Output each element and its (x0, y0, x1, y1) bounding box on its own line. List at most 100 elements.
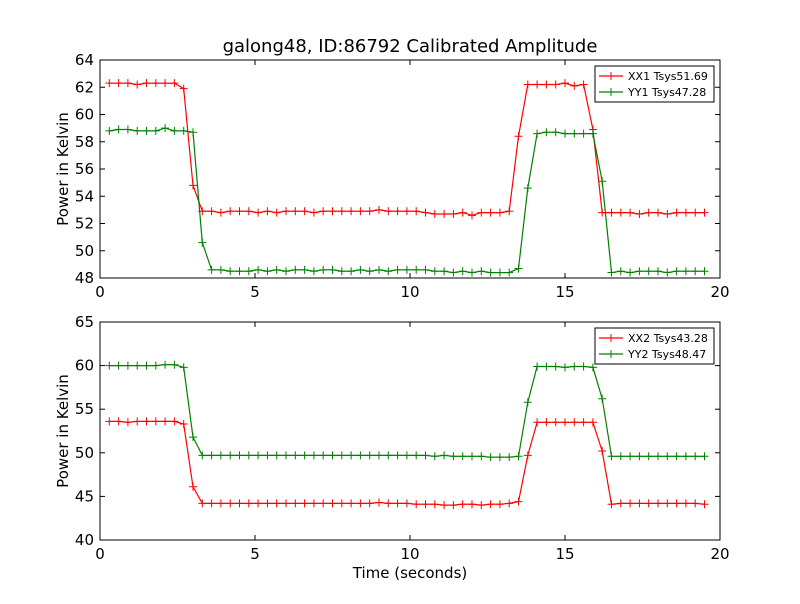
panel2-y-tick-label: 50 (75, 444, 94, 462)
panel2-data-point (421, 500, 430, 509)
panel2-data-point (337, 499, 346, 508)
panel2-data-point (700, 500, 709, 509)
panel1-data-point (672, 267, 681, 276)
panel2-data-point (644, 452, 653, 461)
x-axis-label: Time (seconds) (352, 564, 468, 582)
panel2-data-point (440, 451, 449, 460)
panel1-data-point (235, 267, 244, 276)
panel2-data-point (579, 362, 588, 371)
panel1-y-tick-label: 62 (75, 78, 94, 96)
panel1-data-point (319, 207, 328, 216)
panel1-data-point (402, 265, 411, 274)
panel1-data-point (607, 268, 616, 277)
panel2-data-point (691, 499, 700, 508)
panel2-data-point (179, 363, 188, 372)
panel2-data-point (430, 452, 439, 461)
panel2-data-point (282, 451, 290, 460)
panel2-data-point (486, 453, 495, 462)
panel2-data-point (551, 418, 560, 427)
panel1-data-point (412, 207, 421, 216)
panel1-data-point (254, 208, 263, 217)
panel2-data-point (654, 499, 662, 508)
panel1-data-point (309, 267, 318, 276)
panel1-y-axis-label: Power in Kelvin (54, 112, 72, 226)
panel1-series-2 (105, 124, 709, 277)
panel2-y-tick-label: 55 (75, 400, 94, 418)
panel2-y-axis-label: Power in Kelvin (54, 374, 72, 488)
panel1-data-point (309, 208, 318, 217)
panel2-data-point (133, 417, 142, 426)
panel2-data-point (412, 451, 421, 460)
panel1-data-point (458, 267, 467, 276)
panel1-data-point (170, 126, 179, 135)
panel2-data-point (179, 420, 188, 429)
panel2-x-tick-label: 20 (710, 545, 729, 563)
panel2-data-point (309, 451, 318, 460)
panel2-data-point (458, 500, 467, 509)
panel2-data-point (291, 451, 300, 460)
panel2-data-point (514, 497, 523, 506)
panel2-data-point (495, 500, 504, 509)
panel1-data-point (458, 208, 467, 217)
panel2-data-point (616, 499, 625, 508)
panel1-legend-box (594, 65, 715, 103)
panel2-data-point (681, 452, 690, 461)
panel1-data-point (114, 79, 123, 88)
panel1-data-point (170, 79, 179, 88)
panel1-data-point (486, 208, 495, 217)
panel1-data-point (449, 268, 458, 277)
panel2-data-point (635, 452, 644, 461)
panel2-data-point (216, 499, 225, 508)
panel1-data-point (616, 208, 625, 217)
panel2-data-point (505, 453, 514, 462)
panel1-data-point (477, 267, 486, 276)
panel2-data-point (291, 499, 300, 508)
panel2-x-tick-label: 5 (250, 545, 260, 563)
panel2-data-point (235, 451, 244, 460)
panel2-data-point (235, 499, 244, 508)
panel1-data-point (282, 267, 290, 276)
panel1-legend-label: XX1 Tsys51.69 (628, 70, 708, 83)
panel1-data-point (393, 265, 402, 274)
panel2-data-point (486, 500, 495, 509)
panel1-data-point (207, 265, 216, 274)
panel1-data-point (635, 267, 644, 276)
panel1-data-point (365, 207, 374, 216)
chart-title: galong48, ID:86792 Calibrated Amplitude (223, 36, 598, 57)
panel1-data-point (133, 126, 142, 135)
panel2-data-point (402, 499, 411, 508)
panel2-data-point (114, 417, 123, 426)
panel1-data-point (681, 267, 690, 276)
panel1-y-tick-label: 48 (75, 269, 94, 287)
panel1-data-point (142, 126, 151, 135)
panel1-x-tick-label: 15 (555, 283, 574, 301)
panel2-series-line (109, 420, 705, 506)
panel2-y-tick-label: 45 (75, 487, 94, 505)
panel1-series-line (109, 127, 705, 274)
panel1-data-point (514, 264, 523, 273)
panel1-data-point (551, 80, 560, 89)
panel2-data-point (598, 447, 607, 456)
panel1-data-point (579, 80, 588, 89)
panel1-data-point (161, 124, 170, 133)
panel1-data-point (700, 267, 709, 276)
panel1-data-point (672, 208, 681, 217)
panel2-data-point (272, 499, 281, 508)
panel2-data-point (468, 500, 476, 509)
panel1-data-point (151, 126, 160, 135)
panel2-data-point (477, 452, 486, 461)
panel1-data-point (179, 84, 188, 93)
panel2-data-point (161, 417, 170, 426)
panel2-x-tick-label: 10 (400, 545, 419, 563)
panel2-data-point (421, 451, 430, 460)
panel2-data-point (384, 499, 393, 508)
panel1-data-point (365, 267, 374, 276)
panel2-y-tick-label: 65 (75, 313, 94, 331)
panel2-data-point (365, 451, 374, 460)
panel1-data-point (663, 209, 672, 218)
panel2-legend-marker (607, 334, 615, 342)
panel1-data-point (579, 129, 588, 138)
panel2-data-point (337, 451, 346, 460)
panel1-data-point (663, 268, 672, 277)
